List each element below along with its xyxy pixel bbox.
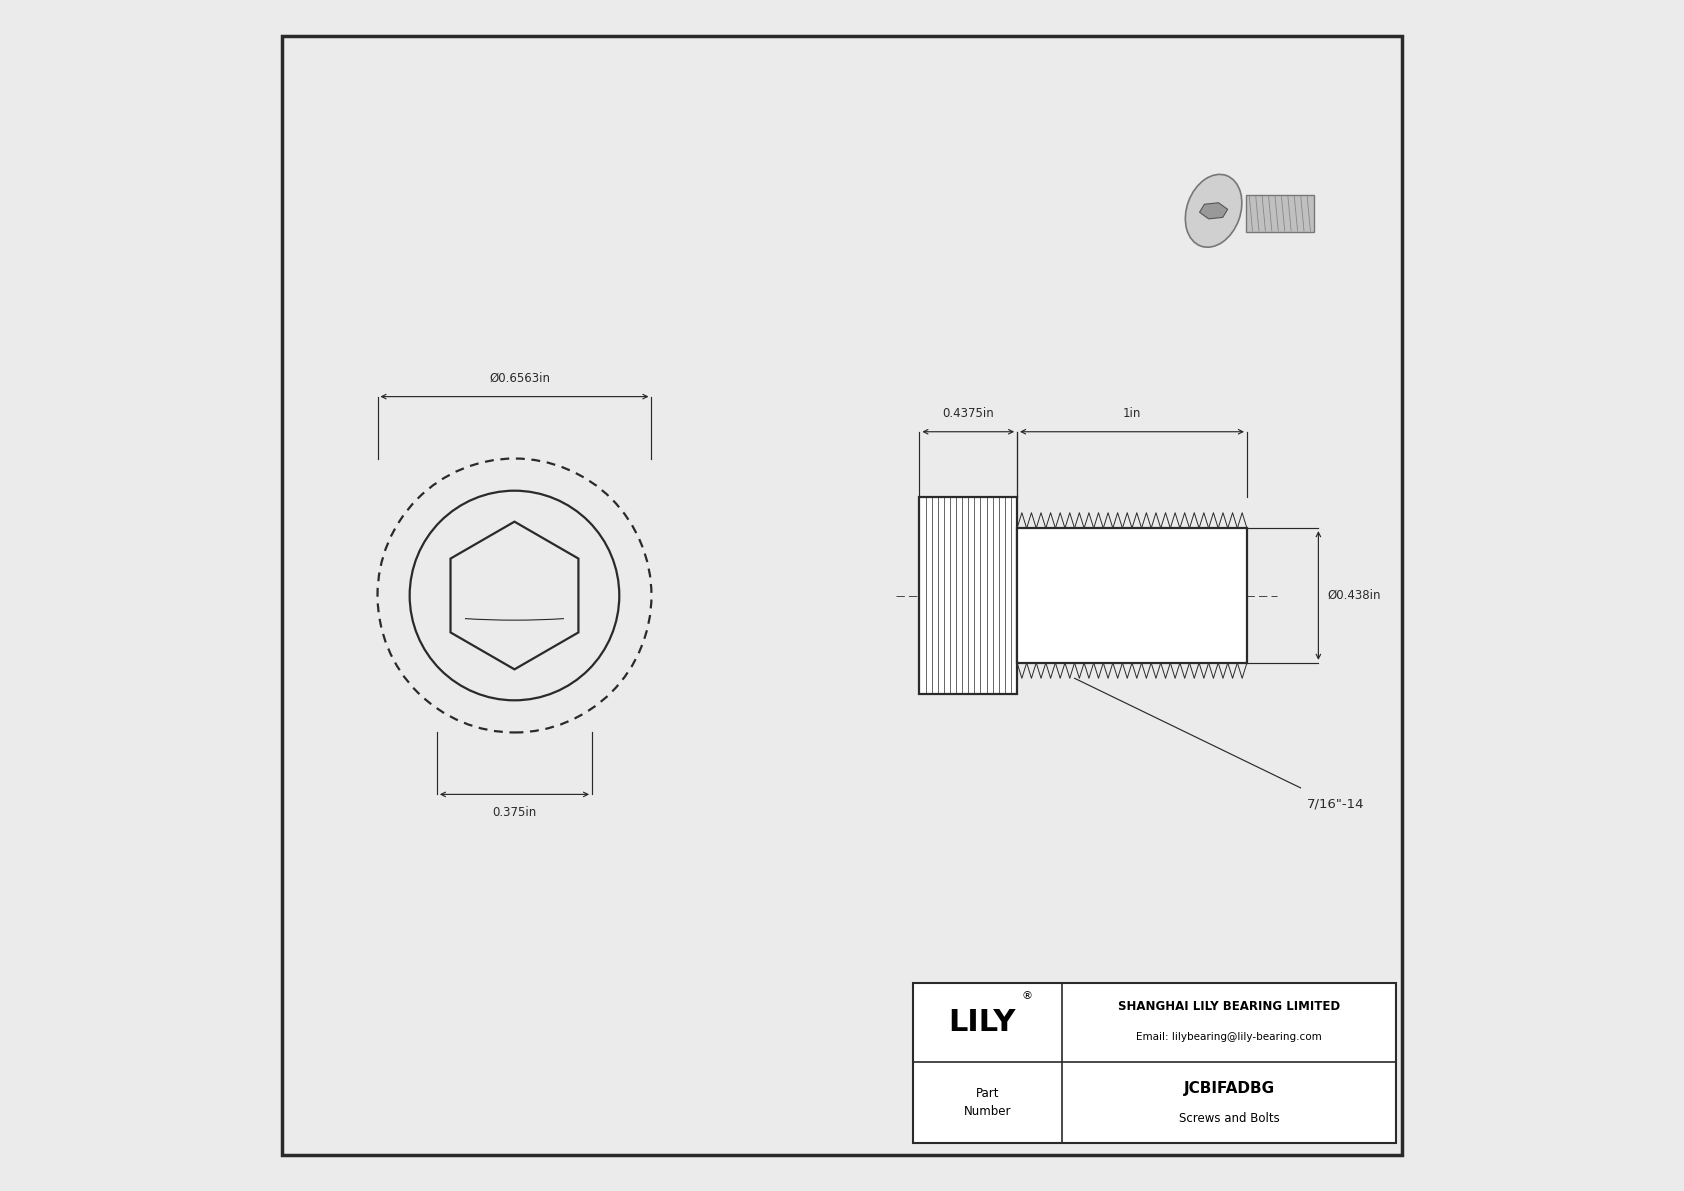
Polygon shape	[913, 983, 1396, 1143]
Text: 1in: 1in	[1123, 407, 1142, 419]
Text: LILY: LILY	[948, 1008, 1015, 1037]
Text: Ø0.438in: Ø0.438in	[1329, 590, 1381, 601]
Ellipse shape	[1186, 174, 1241, 248]
Text: ®: ®	[1022, 991, 1032, 1002]
Text: JCBIFADBG: JCBIFADBG	[1184, 1081, 1275, 1096]
Text: Part
Number: Part Number	[965, 1087, 1012, 1118]
Text: 0.4375in: 0.4375in	[943, 407, 994, 419]
Text: 0.375in: 0.375in	[492, 806, 537, 819]
Polygon shape	[1199, 202, 1228, 219]
Polygon shape	[919, 498, 1017, 693]
Text: Email: lilybearing@lily-bearing.com: Email: lilybearing@lily-bearing.com	[1137, 1031, 1322, 1042]
Text: 7/16"-14: 7/16"-14	[1307, 798, 1364, 810]
Polygon shape	[1246, 195, 1314, 232]
Text: SHANGHAI LILY BEARING LIMITED: SHANGHAI LILY BEARING LIMITED	[1118, 1000, 1340, 1014]
Polygon shape	[1017, 529, 1246, 662]
Text: Ø0.6563in: Ø0.6563in	[490, 372, 551, 385]
Text: Screws and Bolts: Screws and Bolts	[1179, 1112, 1280, 1124]
